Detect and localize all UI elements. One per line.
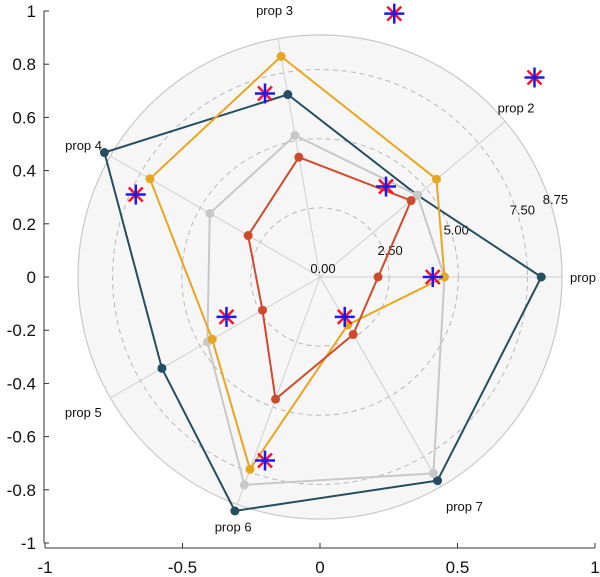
star-marker xyxy=(384,3,405,24)
series-point xyxy=(290,130,300,140)
x-tick-label: -0.5 xyxy=(168,558,197,577)
star-marker xyxy=(524,67,545,88)
series-point xyxy=(258,305,268,315)
property-label: prop 3 xyxy=(256,3,293,18)
series-point xyxy=(536,272,546,282)
star-marker xyxy=(216,306,237,327)
y-tick-label: 0.4 xyxy=(12,162,36,181)
x-tick-label: -1 xyxy=(37,558,52,577)
x-tick-label: 1 xyxy=(590,558,599,577)
radial-spoke xyxy=(110,155,321,278)
property-label: prop 6 xyxy=(215,520,252,535)
series-point xyxy=(412,190,422,200)
series-point xyxy=(99,148,109,158)
series-point xyxy=(433,476,443,486)
y-tick-label: -0.6 xyxy=(7,428,36,447)
y-tick-label: -0.2 xyxy=(7,321,36,340)
series-point xyxy=(145,174,155,184)
cartesian-axes: 1 0.8 0.6 0.4 0.2 0 -0.2 -0.4 -0.6 -0.8 -1-1 -0.5 0 0… xyxy=(7,2,600,577)
y-tick-label: -0.4 xyxy=(7,374,36,393)
series-line xyxy=(103,93,543,512)
ring-labels: 0.002.505.007.508.75 xyxy=(310,192,568,276)
y-tick-label: 1 xyxy=(27,2,36,21)
series-point xyxy=(230,506,240,516)
series-point xyxy=(205,208,215,218)
ring-value-label: 5.00 xyxy=(444,223,469,238)
series-line xyxy=(148,55,446,471)
y-tick-label: -0.8 xyxy=(7,481,36,500)
y-tick-label: 0.6 xyxy=(12,108,36,127)
y-tick-label: 0.8 xyxy=(12,55,36,74)
star-marker xyxy=(255,450,275,471)
series-point xyxy=(157,363,167,373)
y-tick-label: 0.2 xyxy=(12,215,36,234)
property-label: prop 2 xyxy=(498,100,535,115)
ring-value-label: 0.00 xyxy=(310,261,335,276)
series-3 xyxy=(145,51,449,474)
star-marker xyxy=(376,176,396,197)
property-labels: prop 1 prop 2 prop 3 prop 4 prop 5 prop 6 prop… xyxy=(65,3,600,535)
series-point xyxy=(243,231,253,241)
ring-value-label: 7.50 xyxy=(510,202,535,217)
series-point xyxy=(283,90,293,100)
series-4 xyxy=(243,152,416,404)
x-tick-label: 0.5 xyxy=(446,558,470,577)
series-point xyxy=(439,272,449,282)
star-marker xyxy=(125,184,146,205)
y-tick-label: 0 xyxy=(27,268,36,287)
star-marker xyxy=(255,83,275,104)
property-label: prop 1 xyxy=(570,270,600,285)
polar-grid xyxy=(77,34,563,520)
series-point xyxy=(348,329,358,339)
series-point xyxy=(373,272,383,282)
ring-value-label: 8.75 xyxy=(543,192,568,207)
star-markers xyxy=(125,3,545,471)
series-point xyxy=(406,196,416,206)
series-point xyxy=(207,334,217,344)
star-marker xyxy=(422,267,443,287)
series-point xyxy=(432,174,442,184)
property-label: prop 4 xyxy=(65,138,102,153)
series-point xyxy=(245,464,255,474)
property-label: prop 7 xyxy=(446,499,483,514)
series-point xyxy=(428,468,438,478)
series-point xyxy=(271,394,281,404)
series-line xyxy=(206,134,446,486)
property-label: prop 5 xyxy=(65,405,102,420)
y-tick-label: -1 xyxy=(21,534,36,553)
series-point xyxy=(276,51,286,61)
series-point xyxy=(239,480,249,490)
series-point xyxy=(294,152,304,162)
x-tick-label: 0 xyxy=(315,558,324,577)
star-marker xyxy=(334,306,355,327)
